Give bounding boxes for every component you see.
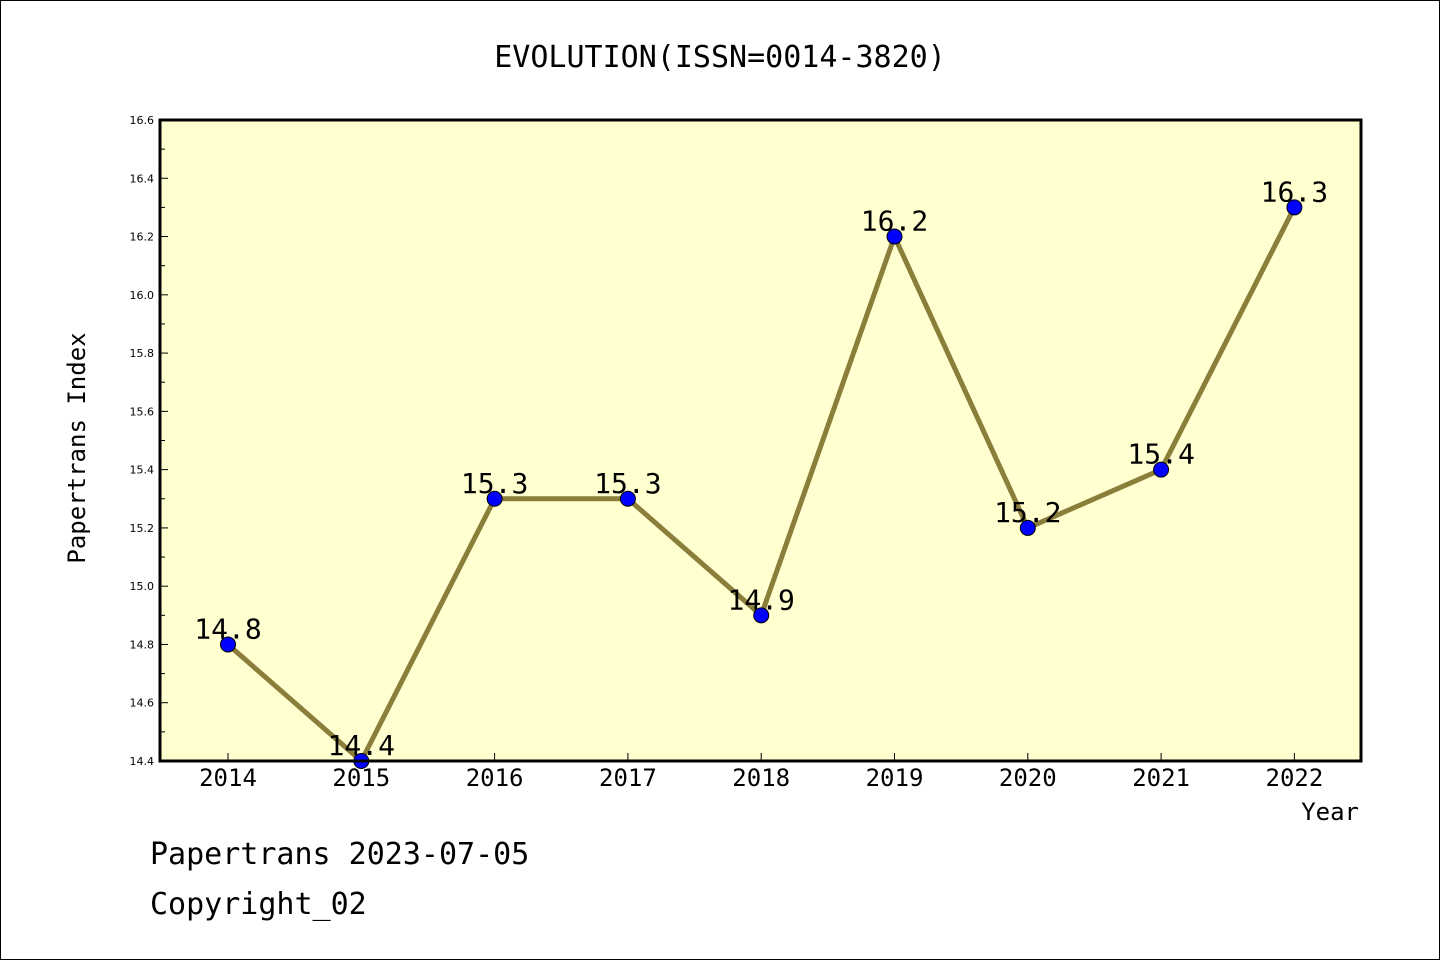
- y-axis: 14.4 14.6 14.8 15.0 15.2 15.4 15.6 15.8 16.0 16.2…: [130, 114, 168, 768]
- y-tick-label: 15.6: [130, 405, 155, 418]
- y-tick-label: 16.0: [130, 289, 155, 302]
- x-axis: 2014 2015 2016 2017 2018 2019 2020 2021 2022: [199, 753, 1323, 792]
- y-tick-label: 16.6: [130, 114, 155, 127]
- chart-title: EVOLUTION(ISSN=0014-3820): [494, 40, 946, 75]
- x-tick-label: 2014: [199, 764, 257, 792]
- x-tick-label: 2019: [866, 764, 924, 792]
- data-point: [1019, 519, 1036, 536]
- data-point: [220, 636, 236, 653]
- y-tick-label: 16.2: [130, 231, 155, 244]
- x-axis-label: Year: [1301, 798, 1359, 826]
- y-tick-label: 14.8: [130, 638, 155, 651]
- footer-copyright-line: Copyright_02: [150, 887, 367, 922]
- y-tick-label: 14.4: [130, 755, 155, 768]
- data-point: [1153, 461, 1170, 478]
- x-tick-label: 2020: [999, 764, 1057, 792]
- y-tick-label: 14.6: [130, 697, 155, 710]
- x-tick-label: 2021: [1132, 764, 1190, 792]
- data-point: [886, 228, 903, 245]
- data-label: 16.2: [861, 205, 928, 238]
- data-label: 15.3: [594, 467, 661, 500]
- y-tick-label: 15.2: [130, 522, 155, 535]
- data-label: 16.3: [1261, 175, 1328, 208]
- data-label: 15.3: [461, 467, 528, 500]
- data-label: 14.9: [727, 583, 794, 616]
- y-tick-label: 15.8: [130, 347, 155, 360]
- plot-area: [160, 120, 1361, 761]
- data-label: 15.2: [994, 496, 1061, 529]
- footer-date-line: Papertrans 2023-07-05: [150, 837, 529, 872]
- data-point: [1286, 199, 1303, 216]
- y-tick-label: 15.0: [130, 580, 155, 593]
- data-point: [486, 490, 503, 507]
- series-layer: 14.8 14.4 15.3 15.3 14.9 16.2 15.2 15.4 16.3: [194, 175, 1328, 769]
- data-point: [619, 490, 636, 507]
- data-label: 14.4: [328, 729, 395, 762]
- y-tick-label: 15.4: [130, 464, 155, 477]
- data-label: 14.8: [194, 612, 261, 645]
- x-tick-label: 2016: [466, 764, 524, 792]
- plot-frame: [158, 118, 1363, 763]
- x-tick-label: 2018: [732, 764, 790, 792]
- y-tick-label: 16.4: [130, 172, 155, 185]
- x-tick-label: 2017: [599, 764, 657, 792]
- data-point: [753, 607, 770, 624]
- y-axis-label: Papertrans Index: [63, 332, 91, 563]
- x-tick-label: 2022: [1266, 764, 1324, 792]
- data-label: 15.4: [1127, 438, 1194, 471]
